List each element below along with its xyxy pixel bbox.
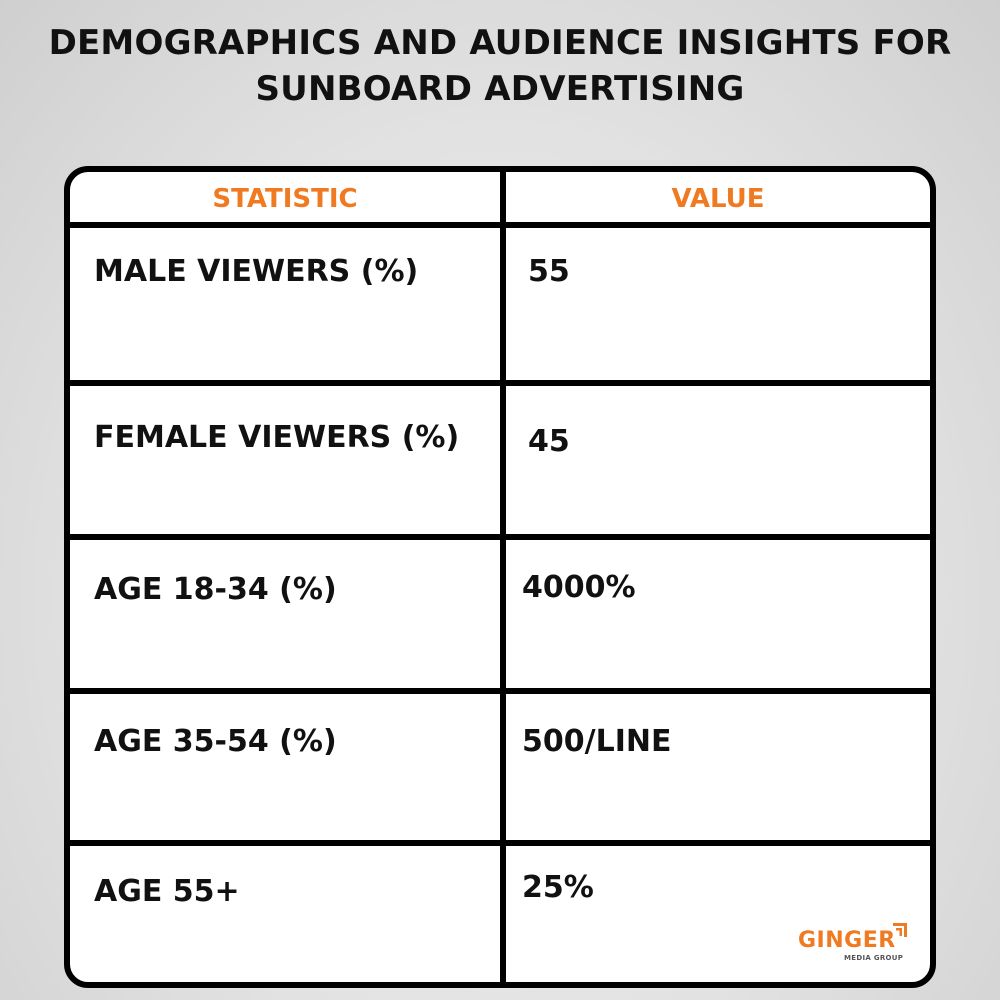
table-header-row: STATISTIC VALUE — [70, 172, 930, 222]
logo-tagline: MEDIA GROUP — [844, 954, 904, 962]
row-divider — [70, 380, 930, 386]
value-cell-age-55-plus: 25% — [522, 870, 594, 905]
statistics-table: STATISTIC VALUE MALE VIEWERS (%) 55 FEMA… — [64, 166, 936, 988]
page-title: DEMOGRAPHICS AND AUDIENCE INSIGHTS FOR S… — [0, 20, 1000, 112]
value-cell-male-viewers: 55 — [528, 254, 570, 289]
page-title-line-2: SUNBOARD ADVERTISING — [255, 69, 745, 109]
value-cell-age-18-34: 4000% — [522, 570, 636, 605]
header-value: VALUE — [671, 184, 765, 214]
row-divider — [70, 688, 930, 694]
ginger-media-group-logo: GINGER MEDIA GROUP — [798, 922, 908, 964]
row-divider — [70, 222, 930, 228]
statistic-cell-age-35-54: AGE 35-54 (%) — [94, 724, 337, 759]
row-divider — [70, 840, 930, 846]
value-cell-age-35-54: 500/LINE — [522, 724, 672, 759]
ginger-logo-mark-icon — [893, 923, 907, 937]
statistic-cell-age-55-plus: AGE 55+ — [94, 874, 240, 909]
column-divider — [500, 172, 506, 982]
page-title-line-1: DEMOGRAPHICS AND AUDIENCE INSIGHTS FOR — [48, 23, 952, 63]
logo-name: GINGER — [798, 928, 896, 953]
statistic-cell-male-viewers: MALE VIEWERS (%) — [94, 254, 419, 289]
header-statistic: STATISTIC — [212, 184, 358, 214]
value-cell-female-viewers: 45 — [528, 424, 570, 459]
statistic-cell-age-18-34: AGE 18-34 (%) — [94, 572, 337, 607]
statistic-cell-female-viewers: FEMALE VIEWERS (%) — [94, 420, 460, 455]
row-divider — [70, 534, 930, 540]
